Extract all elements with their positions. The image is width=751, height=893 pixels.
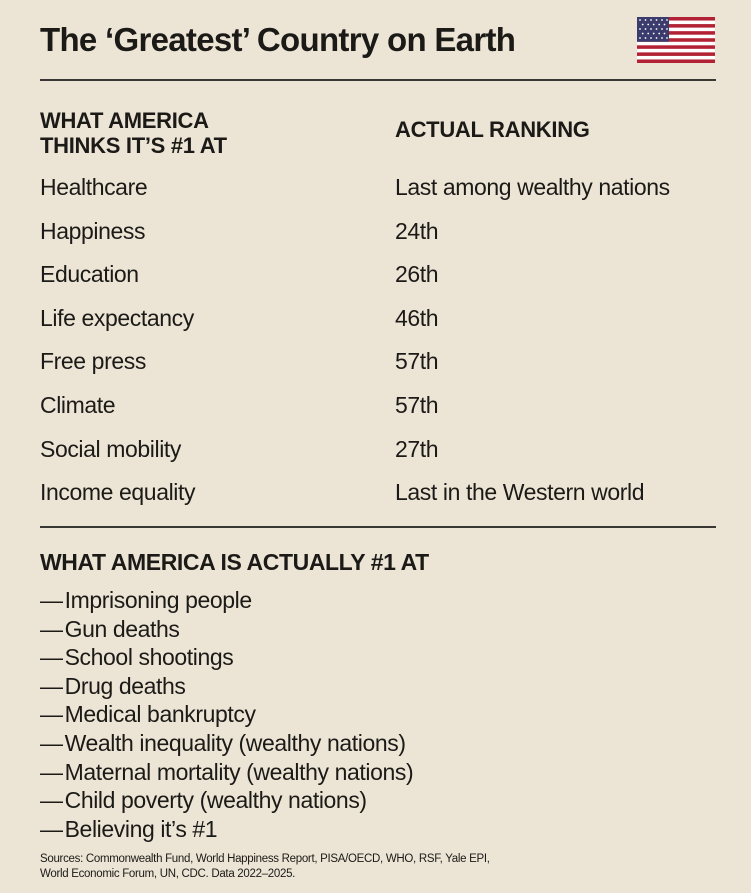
list-item: —Child poverty (wealthy nations): [40, 786, 413, 815]
row-category: Climate: [40, 391, 116, 418]
dash-bullet: —: [40, 787, 63, 814]
list-item: —Believing it’s #1: [40, 815, 413, 844]
actually-first-heading: WHAT AMERICA IS ACTUALLY #1 AT: [40, 549, 429, 575]
dash-bullet: —: [40, 644, 63, 671]
row-category: Free press: [40, 348, 146, 375]
list-item: —Imprisoning people: [40, 586, 413, 615]
list-item-text: Wealth inequality (wealthy nations): [64, 729, 406, 756]
dash-bullet: —: [40, 758, 63, 785]
row-ranking: 26th: [395, 261, 439, 288]
table-row: Education 26th: [40, 259, 730, 303]
dash-bullet: —: [40, 587, 63, 613]
row-ranking: 57th: [395, 391, 439, 418]
table-row: Happiness 24th: [40, 216, 730, 260]
list-item-text: Drug deaths: [64, 672, 186, 699]
dash-bullet: —: [40, 729, 63, 756]
row-ranking: Last in the Western world: [395, 479, 645, 506]
table-row: Healthcare Last among wealthy nations: [40, 172, 730, 216]
table-row: Climate 57th: [40, 390, 730, 434]
sources-footnote: Sources: Commonwealth Fund, World Happin…: [40, 852, 720, 882]
list-item: —Drug deaths: [40, 672, 413, 701]
row-ranking: 27th: [395, 435, 439, 462]
page-title: The ‘Greatest’ Country on Earth: [40, 21, 516, 58]
table-row: Income equality Last in the Western worl…: [40, 477, 730, 521]
row-category: Life expectancy: [40, 304, 194, 331]
left-column-header: WHAT AMERICA THINKS IT’S #1 AT: [40, 108, 340, 158]
row-category: Happiness: [40, 217, 146, 244]
dash-bullet: —: [40, 672, 63, 699]
list-item-text: Imprisoning people: [64, 587, 253, 613]
row-ranking: 24th: [395, 217, 439, 244]
actually-first-list: —Imprisoning people —Gun deaths —School …: [40, 586, 414, 844]
sources-line1: Sources: Commonwealth Fund, World Happin…: [40, 853, 490, 865]
sources-line2: World Economic Forum, UN, CDC. Data 2022…: [40, 868, 296, 880]
row-category: Education: [40, 261, 139, 288]
list-item-text: Believing it’s #1: [64, 815, 218, 842]
list-item-text: Medical bankruptcy: [64, 701, 256, 728]
top-divider: [40, 79, 716, 81]
list-item-text: Gun deaths: [64, 615, 180, 642]
dash-bullet: —: [40, 701, 63, 728]
row-category: Social mobility: [40, 435, 181, 462]
row-ranking: 57th: [395, 348, 439, 375]
list-item: —Maternal mortality (wealthy nations): [40, 758, 414, 787]
table-row: Social mobility 27th: [40, 434, 730, 478]
us-flag-icon: [637, 17, 715, 63]
list-item: —Gun deaths: [40, 615, 413, 644]
list-item: —Medical bankruptcy: [40, 700, 413, 729]
row-ranking: Last among wealthy nations: [395, 174, 670, 200]
table-row: Life expectancy 46th: [40, 303, 730, 347]
table-row: Free press 57th: [40, 346, 730, 390]
list-item: —School shootings: [40, 643, 413, 672]
list-item-text: Maternal mortality (wealthy nations): [64, 758, 414, 785]
ranking-table: Healthcare Last among wealthy nations Ha…: [40, 172, 730, 521]
dash-bullet: —: [40, 615, 63, 642]
row-category: Income equality: [40, 479, 196, 506]
list-item-text: Child poverty (wealthy nations): [64, 787, 367, 814]
list-item-text: School shootings: [64, 644, 234, 671]
list-item: —Wealth inequality (wealthy nations): [40, 729, 413, 758]
right-column-header: ACTUAL RANKING: [395, 117, 590, 142]
section-divider: [40, 526, 716, 528]
left-header-line2: THINKS IT’S #1 AT: [40, 133, 227, 158]
row-category: Healthcare: [40, 174, 148, 200]
left-header-line1: WHAT AMERICA: [40, 108, 209, 133]
row-ranking: 46th: [395, 304, 439, 331]
dash-bullet: —: [40, 815, 63, 842]
